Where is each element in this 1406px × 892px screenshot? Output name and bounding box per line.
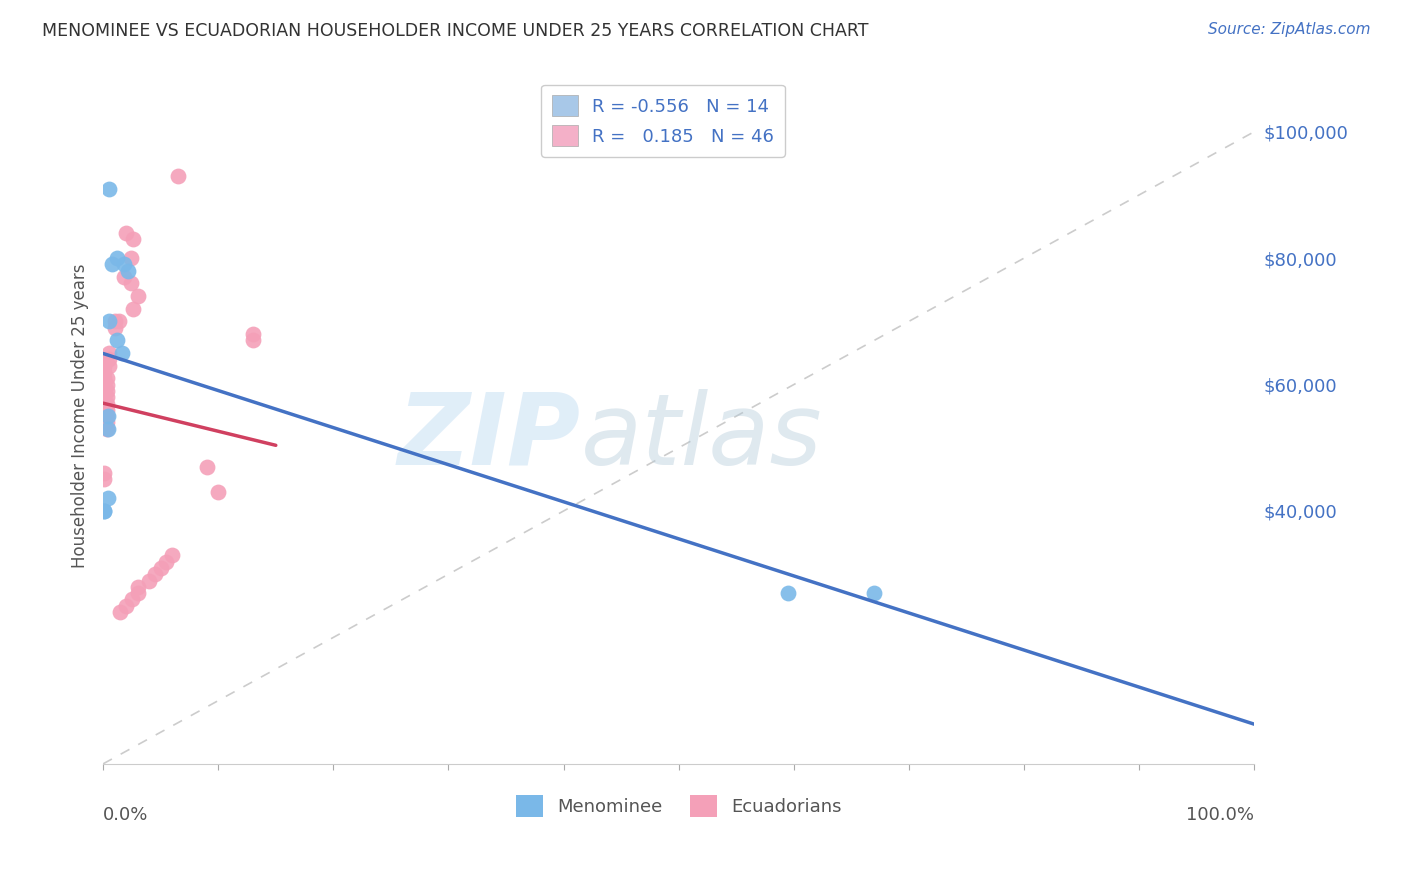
Point xyxy=(121,592,143,607)
Point xyxy=(160,548,183,562)
Point xyxy=(120,251,142,265)
Point xyxy=(776,586,799,600)
Point xyxy=(104,320,127,334)
Point xyxy=(122,232,145,246)
Point xyxy=(104,314,127,328)
Text: MENOMINEE VS ECUADORIAN HOUSEHOLDER INCOME UNDER 25 YEARS CORRELATION CHART: MENOMINEE VS ECUADORIAN HOUSEHOLDER INCO… xyxy=(42,22,869,40)
Point xyxy=(97,352,120,367)
Point xyxy=(93,384,115,398)
Point xyxy=(143,567,166,582)
Point xyxy=(110,605,132,619)
Point xyxy=(207,485,229,500)
Point xyxy=(96,409,118,424)
Legend: Menominee, Ecuadorians: Menominee, Ecuadorians xyxy=(509,788,849,824)
Point xyxy=(97,181,120,195)
Text: ZIP: ZIP xyxy=(398,389,581,485)
Text: atlas: atlas xyxy=(581,389,823,485)
Point xyxy=(127,289,149,303)
Point xyxy=(96,390,118,404)
Point xyxy=(97,314,120,328)
Point xyxy=(115,599,138,613)
Point xyxy=(93,371,115,385)
Point xyxy=(138,574,160,588)
Point xyxy=(112,257,135,271)
Point xyxy=(96,396,118,410)
Point xyxy=(108,314,131,328)
Y-axis label: Householder Income Under 25 years: Householder Income Under 25 years xyxy=(72,264,89,568)
Point xyxy=(97,491,120,506)
Point xyxy=(105,251,128,265)
Point xyxy=(155,555,177,569)
Point xyxy=(93,365,115,379)
Point xyxy=(97,346,120,360)
Point xyxy=(122,301,145,316)
Point xyxy=(127,580,149,594)
Point xyxy=(242,326,264,341)
Point xyxy=(120,277,142,291)
Point xyxy=(127,586,149,600)
Text: 0.0%: 0.0% xyxy=(103,805,149,823)
Point xyxy=(110,346,132,360)
Point xyxy=(167,169,190,183)
Point xyxy=(97,359,120,373)
Point xyxy=(93,390,115,404)
Point xyxy=(93,466,115,480)
Point xyxy=(117,264,139,278)
Point xyxy=(115,226,138,240)
Point xyxy=(242,334,264,348)
Point xyxy=(93,504,115,518)
Point xyxy=(93,377,115,392)
Point xyxy=(105,334,128,348)
Point xyxy=(97,422,120,436)
Point xyxy=(101,257,124,271)
Point xyxy=(96,416,118,430)
Point xyxy=(93,359,115,373)
Point xyxy=(96,371,118,385)
Point xyxy=(96,384,118,398)
Point xyxy=(863,586,886,600)
Text: Source: ZipAtlas.com: Source: ZipAtlas.com xyxy=(1208,22,1371,37)
Point xyxy=(112,270,135,285)
Point xyxy=(96,402,118,417)
Point xyxy=(149,561,172,575)
Point xyxy=(195,459,218,474)
Point xyxy=(93,472,115,486)
Point xyxy=(93,396,115,410)
Text: 100.0%: 100.0% xyxy=(1187,805,1254,823)
Point xyxy=(96,422,118,436)
Point xyxy=(93,504,115,518)
Point xyxy=(96,377,118,392)
Point xyxy=(97,409,120,424)
